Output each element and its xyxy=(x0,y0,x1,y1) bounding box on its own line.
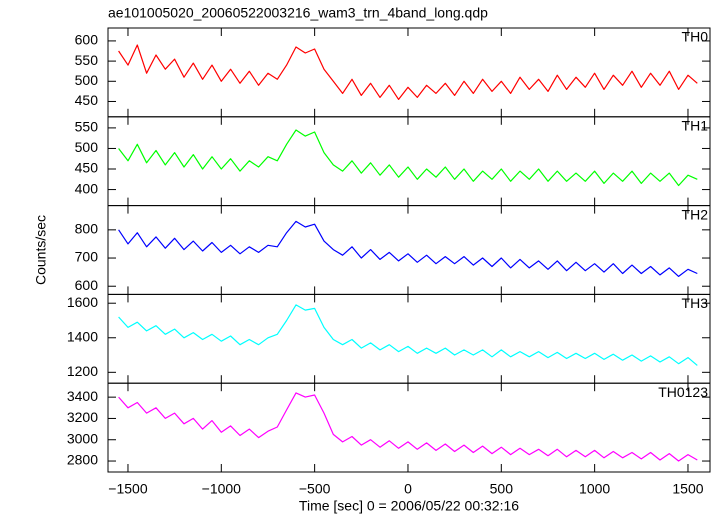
panel-label: TH1 xyxy=(682,118,709,134)
data-line xyxy=(118,220,698,277)
y-tick-label: 1200 xyxy=(67,363,98,379)
x-tick-label: −500 xyxy=(299,481,331,497)
y-tick-label: 400 xyxy=(75,180,99,196)
panel-frame xyxy=(107,116,711,207)
x-tick-label: 1500 xyxy=(672,481,703,497)
panel-label: TH0 xyxy=(682,29,709,45)
x-tick-label: 500 xyxy=(490,481,514,497)
y-tick-label: 1400 xyxy=(67,328,98,344)
x-tick-label: −1000 xyxy=(202,481,242,497)
panel-label: TH0123 xyxy=(658,384,708,400)
y-tick-label: 3400 xyxy=(67,388,98,404)
panel-frame xyxy=(107,382,711,473)
data-line xyxy=(118,304,698,366)
y-tick-label: 1600 xyxy=(67,294,98,310)
data-line xyxy=(118,392,698,462)
y-tick-label: 3200 xyxy=(67,409,98,425)
y-tick-label: 800 xyxy=(75,221,99,237)
x-axis-label: Time [sec] 0 = 2006/05/22 00:32:16 xyxy=(299,498,519,514)
x-tick-label: −1500 xyxy=(108,481,148,497)
y-tick-label: 500 xyxy=(75,72,99,88)
panel-label: TH2 xyxy=(682,206,709,222)
y-tick-label: 600 xyxy=(75,32,99,48)
data-line xyxy=(118,44,698,100)
y-tick-label: 550 xyxy=(75,119,99,135)
y-tick-label: 700 xyxy=(75,249,99,265)
data-line xyxy=(118,129,698,187)
panel-frame xyxy=(107,293,711,384)
y-tick-label: 600 xyxy=(75,277,99,293)
chart-title: ae101005020_20060522003216_wam3_trn_4ban… xyxy=(108,5,488,21)
panel-frame xyxy=(107,205,711,295)
y-tick-label: 3000 xyxy=(67,430,98,446)
y-tick-label: 450 xyxy=(75,92,99,108)
x-tick-label: 0 xyxy=(404,481,412,497)
y-tick-label: 500 xyxy=(75,139,99,155)
x-tick-label: 1000 xyxy=(579,481,610,497)
y-tick-label: 2800 xyxy=(67,452,98,468)
y-axis-label: Counts/sec xyxy=(33,215,49,285)
y-tick-label: 450 xyxy=(75,160,99,176)
y-tick-label: 550 xyxy=(75,52,99,68)
